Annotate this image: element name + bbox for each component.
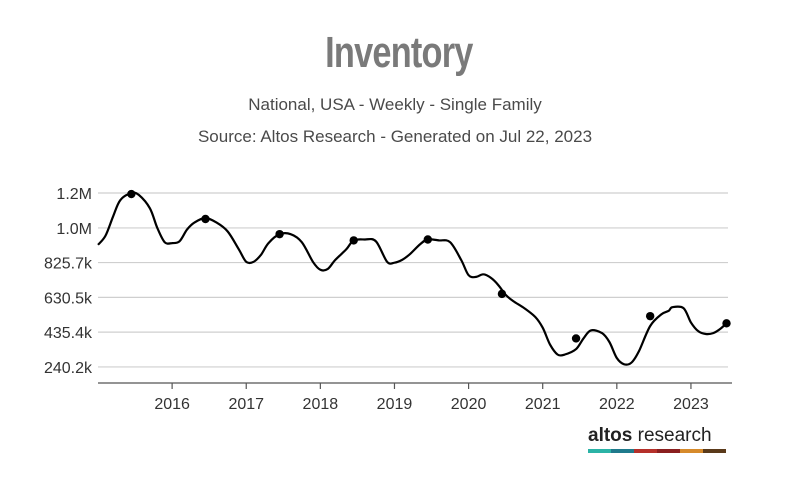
logo-color-bar: [588, 449, 726, 453]
y-tick-label: 240.2k: [44, 360, 93, 377]
annual-marker-point: [201, 214, 210, 224]
x-tick-label: 2018: [303, 396, 339, 413]
logo-bar-segment: [680, 449, 703, 453]
inventory-series-line: [97, 191, 728, 366]
chart-subtitle-region: National, USA - Weekly - Single Family: [248, 95, 542, 114]
y-tick-label: 435.4k: [44, 325, 93, 342]
y-tick-label: 1.2M: [56, 186, 92, 203]
annual-marker-point: [275, 229, 284, 239]
y-tick-label: 1.0M: [56, 221, 92, 238]
annual-marker-point: [497, 289, 507, 299]
annual-marker-point: [423, 235, 433, 244]
annual-marker-point: [127, 189, 136, 199]
logo-bar-segment: [634, 449, 657, 453]
logo-text: altos research: [588, 425, 728, 447]
logo-text-bold: altos: [588, 425, 633, 446]
annual-marker-point: [571, 334, 581, 343]
x-tick-label: 2022: [599, 396, 635, 413]
x-tick-label: 2019: [377, 396, 413, 413]
chart-subtitle-source: Source: Altos Research - Generated on Ju…: [197, 127, 593, 146]
y-tick-label: 825.7k: [44, 256, 93, 273]
logo-bar-segment: [703, 449, 726, 453]
annual-marker-point: [645, 311, 655, 321]
x-tick-label: 2016: [154, 396, 190, 413]
logo-text-light: research: [632, 425, 712, 446]
x-tick-label: 2020: [451, 396, 487, 413]
x-tick-label: 2017: [228, 396, 264, 413]
logo-bar-segment: [611, 449, 634, 453]
annual-marker-point: [349, 236, 358, 245]
y-tick-label: 630.5k: [44, 290, 93, 307]
altos-logo: altos research: [588, 425, 728, 453]
annual-marker-point: [722, 319, 731, 328]
chart-title: Inventory: [325, 28, 473, 77]
logo-bar-segment: [588, 449, 611, 453]
logo-bar-segment: [657, 449, 680, 453]
x-tick-label: 2021: [525, 396, 561, 413]
x-tick-label: 2023: [673, 396, 709, 413]
